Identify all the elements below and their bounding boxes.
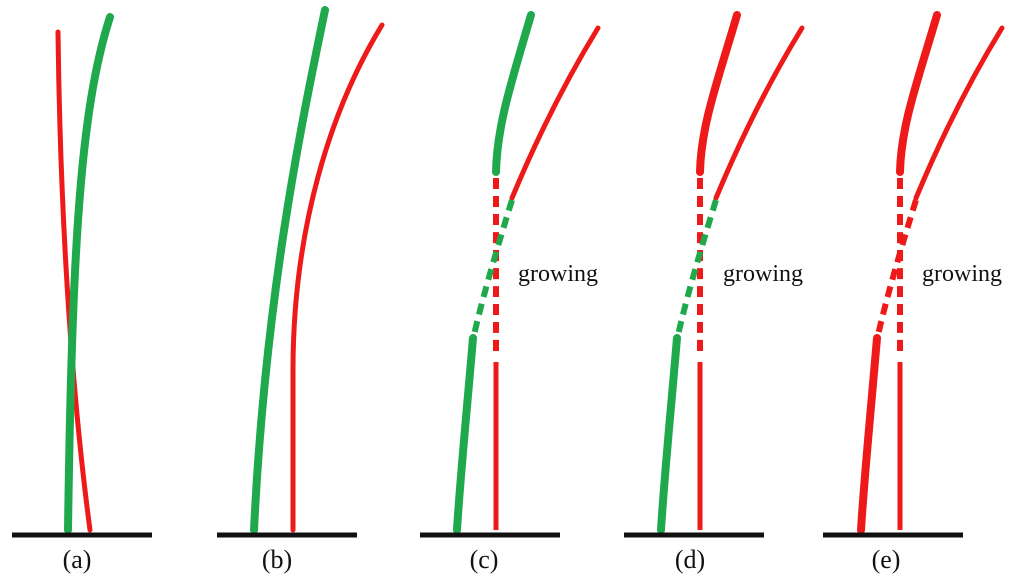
panel-b-green-line [250, 6, 329, 534]
panel-c-green-lower [453, 334, 477, 534]
panel-a-green-line [64, 13, 114, 534]
panel-e-label: (e) [872, 545, 901, 574]
panel-d-green-dashed [675, 199, 719, 336]
panel-e-red-upper-thick [896, 11, 941, 176]
panel-e-red-upper-thin [913, 25, 1005, 201]
panel-d-growing-note: growing [723, 261, 803, 287]
panel-c-green-dashed [471, 199, 515, 336]
panel-d: growing (d) [624, 11, 805, 574]
panel-d-green-lower [657, 334, 681, 534]
panel-e-growing-note: growing [922, 261, 1002, 287]
panel-c-green-upper [492, 11, 535, 176]
panel-c-label: (c) [470, 545, 499, 574]
panel-d-red-upper-thin [713, 25, 805, 201]
panel-a: (a) [12, 13, 152, 574]
panel-e-red-dashed-diagonal [875, 199, 919, 336]
panel-d-red-upper-thick [696, 11, 741, 176]
panel-c-red-upper [509, 25, 601, 201]
panel-a-label: (a) [63, 545, 92, 574]
panel-b: (b) [217, 6, 385, 574]
panel-e-red-lower-thick [857, 334, 881, 534]
panel-c: growing (c) [420, 11, 601, 574]
panel-a-red-line [55, 29, 93, 533]
panel-e: growing (e) [823, 11, 1005, 574]
panel-b-red-line [290, 22, 385, 533]
panel-c-growing-note: growing [518, 261, 598, 287]
panel-b-label: (b) [262, 545, 292, 574]
panel-d-label: (d) [675, 545, 705, 574]
